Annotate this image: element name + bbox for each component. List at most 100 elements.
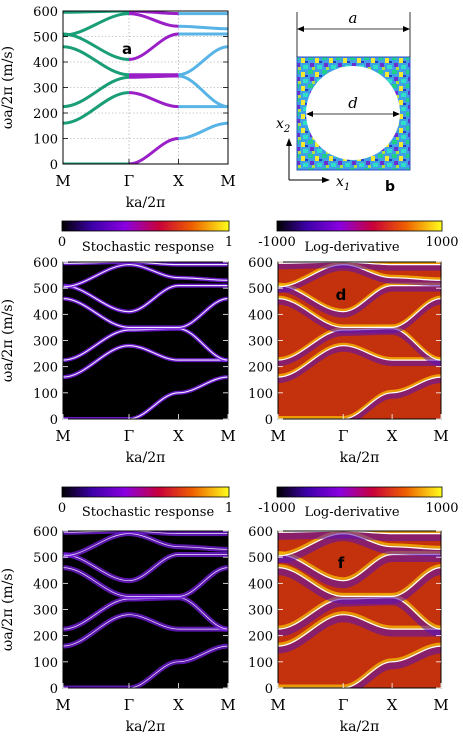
axis-x2-arrow — [286, 138, 292, 146]
colorbar-2: -1000 1000 Log-derivative — [258, 220, 459, 255]
y-tick-label: 400 — [33, 577, 58, 592]
y-tick-label: 0 — [50, 682, 58, 697]
band-ridge-2 — [63, 345, 228, 378]
band-shadow-6 — [278, 264, 441, 293]
axis-x1-arrow — [322, 177, 330, 183]
unit-cell-diagram: a d x1 x2 b — [276, 9, 411, 195]
band-5-segment-2 — [128, 32, 179, 61]
band-3-segment-1 — [63, 75, 130, 109]
band-line-1 — [278, 376, 441, 419]
axis-x2-label: x2 — [276, 116, 290, 135]
colorbar-gradient — [276, 486, 443, 498]
x-tick-label: X — [387, 696, 398, 714]
band-halo-1 — [278, 374, 441, 419]
x-tick-label: Γ — [124, 427, 134, 445]
y-tick-label: 200 — [33, 361, 58, 376]
band-3-segment-3 — [178, 74, 228, 109]
y-tick-label: 300 — [33, 604, 58, 619]
y-tick-label: 400 — [33, 308, 58, 323]
x-tick-label: X — [173, 696, 184, 714]
y-tick-label: 300 — [248, 604, 273, 619]
y-tick-label: 100 — [248, 656, 273, 671]
band-line-7 — [278, 262, 441, 266]
band-ridge-4 — [63, 298, 228, 328]
band-shadow-7 — [278, 531, 441, 542]
band-shadow-1 — [278, 644, 441, 688]
dim-a-arrow-right — [403, 26, 410, 32]
colorbar-gradient — [276, 220, 443, 232]
colorbar-max-label: 1000 — [425, 235, 458, 250]
band-ridge-2 — [63, 614, 228, 647]
colorbar-min-label: -1000 — [258, 501, 295, 516]
y-tick-label: 500 — [33, 551, 58, 566]
band-4-segment-3 — [178, 45, 228, 77]
panel-letter-c: c — [123, 286, 132, 304]
plot-area — [278, 531, 441, 688]
y-axis-label: ωa/2π (m/s) — [0, 568, 16, 651]
chart-panel-e: 0 100 200 300 400 500 600 M Γ X Mka/2π ωa/2π (m/s) e — [0, 525, 236, 735]
colorbar-title: Stochastic response — [82, 240, 215, 255]
chart-panel-c: 0 100 200 300 400 500 600 M Γ X Mka/2π ωa/2π (m/s) c — [0, 256, 236, 466]
band-4-segment-1 — [63, 45, 130, 77]
band-line-6 — [278, 263, 441, 288]
band-ridge-4 — [63, 567, 228, 597]
x-tick-label: M — [55, 172, 70, 190]
plot-area — [278, 262, 441, 419]
y-tick-label: 200 — [33, 107, 58, 122]
band-line-4 — [278, 298, 441, 329]
band-shadow-4 — [278, 566, 441, 604]
x-tick-label: M — [270, 427, 285, 445]
y-tick-label: 500 — [33, 31, 58, 46]
band-shadow-2 — [278, 345, 441, 384]
colorbar-gradient — [61, 220, 230, 232]
colorbar-4: -1000 1000 Log-derivative — [258, 486, 459, 520]
y-tick-label: 400 — [248, 308, 273, 323]
y-tick-label: 200 — [33, 630, 58, 645]
y-tick-label: 600 — [248, 525, 273, 540]
x-tick-label: X — [173, 172, 184, 190]
panel-letter-e: e — [122, 554, 132, 572]
colorbar-3: 0 1 Stochastic response — [58, 486, 233, 520]
band-line-5 — [278, 285, 441, 313]
x-tick-label: M — [270, 696, 285, 714]
colorbar-title: Log-derivative — [304, 240, 399, 255]
band-shadow-2 — [278, 613, 441, 654]
panel-letter-f: f — [338, 554, 345, 572]
panel-letter-a: a — [122, 40, 132, 58]
band-shadow-5 — [278, 285, 441, 318]
band-halo-4 — [278, 564, 441, 597]
band-line-1 — [278, 645, 441, 688]
colorbar-max-label: 1 — [225, 501, 233, 516]
dim-a-label: a — [349, 9, 358, 27]
colorbar-min-label: -1000 — [258, 235, 295, 250]
colorbar-max-label: 1 — [225, 235, 233, 250]
chart-panel-f: 0 100 200 300 400 500 600 M Γ X Mka/2π f — [248, 525, 449, 735]
y-axis-label: ωa/2π (m/s) — [0, 46, 16, 129]
band-ridge-7 — [63, 262, 228, 266]
x-tick-label: M — [433, 696, 448, 714]
band-6-segment-2 — [128, 12, 179, 28]
band-shadow-1 — [278, 377, 441, 419]
x-axis-label: ka/2π — [340, 450, 380, 466]
x-tick-label: Γ — [338, 427, 348, 445]
y-tick-label: 500 — [33, 282, 58, 297]
x-tick-label: M — [55, 696, 70, 714]
y-tick-label: 300 — [33, 82, 58, 97]
band-ridge-6 — [63, 264, 228, 288]
x-tick-label: Γ — [124, 696, 134, 714]
dim-d-label: d — [348, 94, 358, 112]
band-2-segment-1 — [63, 91, 130, 125]
y-tick-label: 600 — [33, 256, 58, 271]
panel-letter-d: d — [336, 286, 347, 304]
x-tick-label: M — [433, 427, 448, 445]
band-ridge-1 — [63, 376, 228, 419]
colorbar-max-label: 1000 — [425, 501, 458, 516]
plot-area — [63, 531, 228, 688]
y-tick-label: 300 — [248, 335, 273, 350]
chart-panel-a: 0 100 200 300 400 500 600 M Γ X Mka/2π ωa/2π (m/s) a — [0, 5, 236, 211]
y-tick-label: 500 — [248, 551, 273, 566]
y-tick-label: 0 — [265, 413, 273, 428]
y-tick-label: 100 — [248, 387, 273, 402]
plot-area — [63, 262, 228, 419]
